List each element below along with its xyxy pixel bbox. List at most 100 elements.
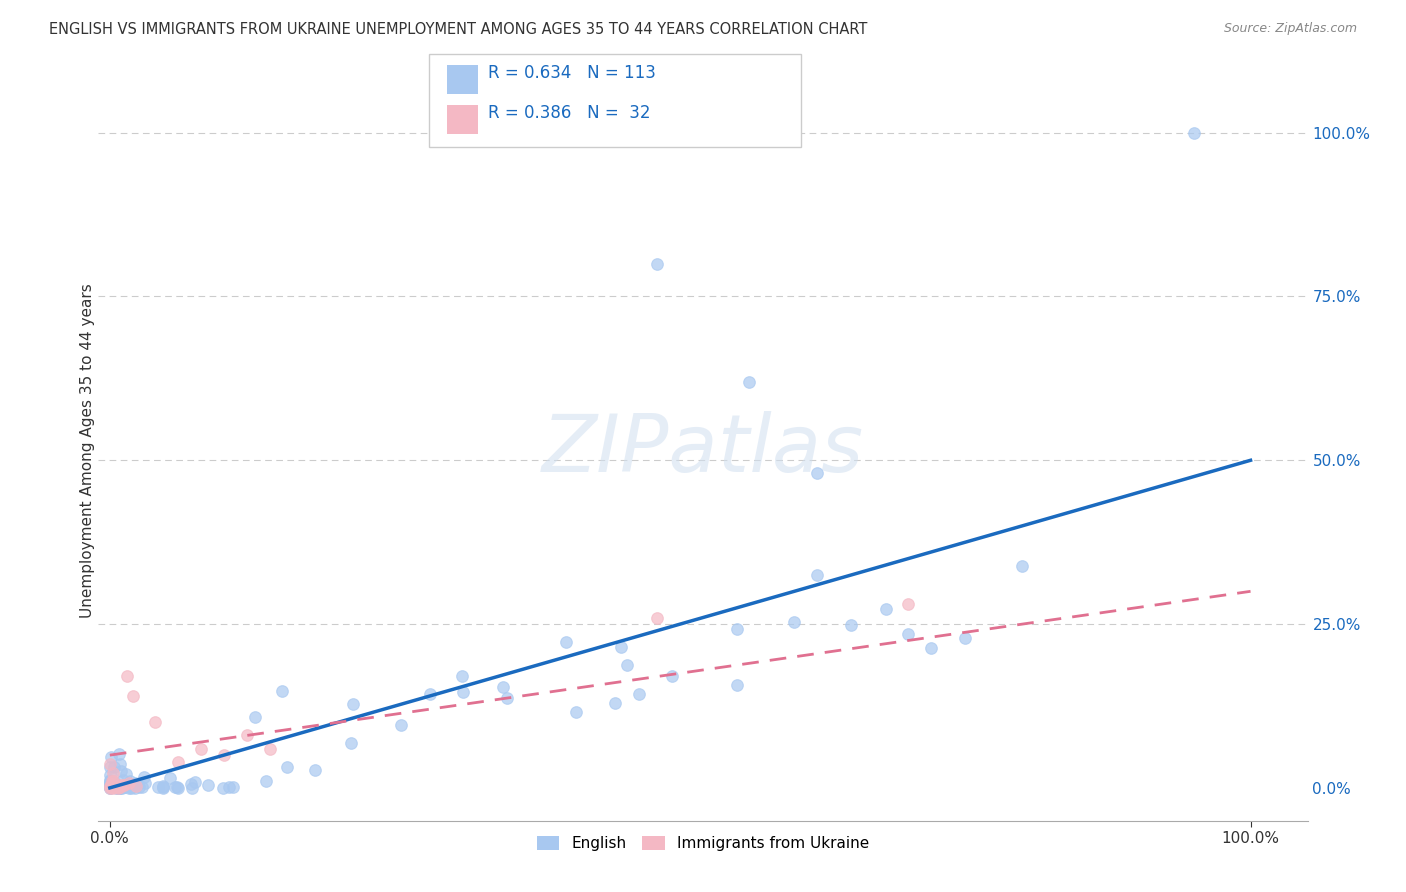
Point bbox=[132, 770, 155, 784]
Point bbox=[98, 777, 121, 791]
Point bbox=[603, 696, 626, 710]
Point bbox=[806, 467, 828, 481]
Point bbox=[259, 741, 281, 756]
Point bbox=[304, 763, 326, 777]
Point bbox=[806, 568, 828, 582]
Point bbox=[495, 691, 517, 706]
Point bbox=[254, 774, 277, 789]
Point bbox=[190, 741, 212, 756]
Point bbox=[103, 780, 125, 795]
Point bbox=[98, 777, 121, 791]
Text: R = 0.634   N = 113: R = 0.634 N = 113 bbox=[488, 64, 655, 82]
Point bbox=[105, 778, 128, 792]
Point bbox=[131, 780, 153, 794]
Point bbox=[103, 760, 125, 774]
Point bbox=[100, 780, 122, 794]
Point bbox=[104, 779, 127, 793]
Point bbox=[118, 779, 141, 793]
Point bbox=[120, 780, 142, 795]
Point bbox=[115, 669, 138, 683]
Point bbox=[100, 773, 122, 788]
Point bbox=[243, 710, 266, 724]
Point bbox=[100, 777, 122, 791]
Point bbox=[101, 777, 124, 791]
Point bbox=[100, 780, 122, 795]
Point bbox=[103, 775, 125, 789]
Point bbox=[108, 757, 131, 772]
Point bbox=[98, 780, 121, 795]
Point bbox=[661, 668, 683, 682]
Point bbox=[167, 780, 190, 795]
Point bbox=[118, 775, 141, 789]
Point bbox=[108, 779, 131, 793]
Point bbox=[166, 780, 188, 795]
Point bbox=[107, 780, 129, 795]
Point bbox=[107, 780, 129, 795]
Point bbox=[897, 627, 920, 641]
Point bbox=[108, 778, 131, 792]
Point bbox=[839, 618, 862, 632]
Point bbox=[112, 780, 135, 795]
Point bbox=[737, 375, 759, 389]
Point bbox=[98, 768, 121, 782]
Point bbox=[105, 780, 128, 795]
Point bbox=[120, 776, 142, 790]
Point bbox=[100, 780, 122, 795]
Point bbox=[565, 706, 588, 720]
Point bbox=[100, 780, 122, 794]
Point bbox=[112, 778, 135, 792]
Point bbox=[1182, 126, 1205, 140]
Text: ENGLISH VS IMMIGRANTS FROM UKRAINE UNEMPLOYMENT AMONG AGES 35 TO 44 YEARS CORREL: ENGLISH VS IMMIGRANTS FROM UKRAINE UNEMP… bbox=[49, 22, 868, 37]
Point bbox=[222, 780, 245, 795]
Point bbox=[112, 773, 135, 788]
Text: ZIPatlas: ZIPatlas bbox=[541, 411, 865, 490]
Point bbox=[184, 775, 207, 789]
Point bbox=[98, 779, 121, 793]
Point bbox=[152, 780, 174, 795]
Point bbox=[100, 780, 122, 794]
Point bbox=[103, 780, 125, 795]
Point bbox=[108, 747, 131, 762]
Point bbox=[100, 779, 122, 793]
Point bbox=[112, 779, 135, 793]
Point bbox=[98, 779, 121, 793]
Point bbox=[107, 779, 129, 793]
Point bbox=[419, 687, 441, 701]
Point bbox=[955, 631, 977, 645]
Point bbox=[100, 757, 122, 772]
Point bbox=[783, 615, 806, 629]
Point bbox=[451, 668, 474, 682]
Point bbox=[218, 780, 240, 794]
Point bbox=[128, 780, 150, 795]
Point bbox=[342, 697, 364, 711]
Point bbox=[98, 780, 121, 794]
Point bbox=[100, 780, 122, 795]
Point bbox=[98, 780, 121, 794]
Point bbox=[101, 779, 124, 793]
Point bbox=[492, 680, 515, 694]
Point bbox=[339, 736, 361, 750]
Point bbox=[101, 780, 124, 794]
Point bbox=[920, 641, 942, 656]
Point bbox=[163, 780, 186, 794]
Point bbox=[127, 777, 149, 791]
Text: Source: ZipAtlas.com: Source: ZipAtlas.com bbox=[1223, 22, 1357, 36]
Point bbox=[212, 748, 235, 763]
Point bbox=[101, 777, 124, 791]
Point bbox=[100, 780, 122, 794]
Point bbox=[875, 602, 897, 616]
Point bbox=[647, 610, 669, 624]
Point bbox=[453, 685, 475, 699]
Point bbox=[98, 780, 121, 795]
Point bbox=[146, 780, 169, 795]
Point bbox=[120, 774, 142, 789]
Point bbox=[125, 779, 148, 793]
Point bbox=[152, 780, 174, 794]
Point bbox=[167, 755, 190, 769]
Point bbox=[124, 780, 146, 795]
Point bbox=[101, 765, 124, 780]
Point bbox=[101, 780, 124, 795]
Point bbox=[108, 780, 131, 794]
Point bbox=[212, 780, 235, 795]
Point bbox=[110, 780, 132, 795]
